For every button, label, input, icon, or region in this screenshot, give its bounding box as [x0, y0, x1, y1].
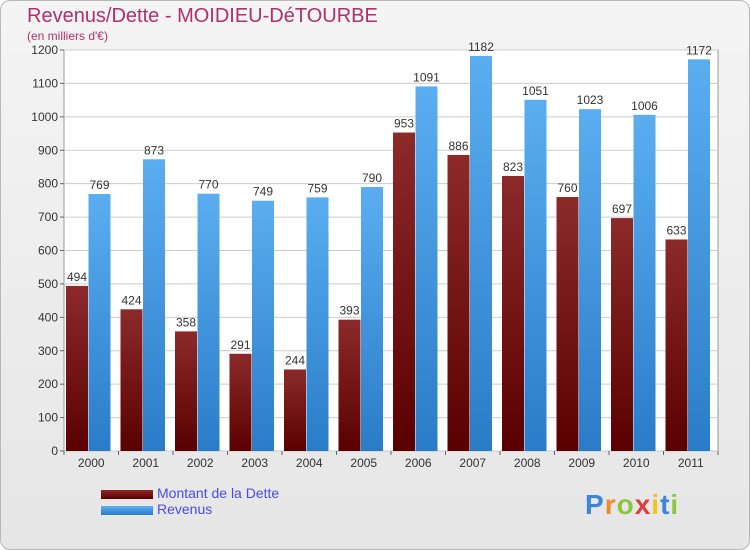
bar-revenus [143, 159, 165, 451]
chart-title: Revenus/Dette - MOIDIEU-DéTOURBE [27, 5, 378, 27]
y-tick-label: 1000 [31, 110, 58, 124]
bar-dette [447, 154, 470, 451]
legend-label-debt: Montant de la Dette [157, 485, 280, 501]
data-label: 358 [176, 315, 196, 329]
logo-letter: i [670, 489, 680, 520]
bar-dette [665, 239, 688, 451]
data-label: 291 [230, 338, 250, 352]
x-tick-label: 2006 [405, 456, 432, 470]
x-tick-label: 2002 [187, 456, 214, 470]
logo-letter: i [651, 489, 661, 520]
data-label: 759 [307, 181, 327, 195]
y-tick-label: 1100 [32, 76, 58, 90]
data-label: 953 [394, 117, 414, 131]
y-tick-label: 600 [38, 244, 58, 258]
x-tick-label: 2003 [241, 456, 268, 470]
logo-letter: r [604, 489, 617, 520]
x-tick-label: 2009 [568, 456, 595, 470]
y-tick-label: 100 [38, 411, 58, 425]
y-tick-label: 500 [38, 277, 58, 291]
bar-dette [611, 218, 633, 451]
bar-dette [175, 331, 197, 451]
logo-letter: x [634, 489, 652, 520]
y-tick-label: 0 [51, 444, 58, 458]
x-tick-label: 2004 [296, 456, 323, 470]
bar-dette [284, 369, 306, 451]
data-label: 1091 [413, 70, 440, 84]
x-tick-label: 2001 [132, 456, 159, 470]
legend-swatch-debt [101, 490, 153, 499]
logo-letter: o [616, 489, 635, 520]
data-label: 1006 [631, 99, 658, 113]
bar-dette [502, 175, 524, 451]
data-label: 393 [339, 304, 359, 318]
data-label: 790 [362, 171, 382, 185]
y-tick-label: 400 [38, 310, 58, 324]
y-tick-label: 700 [38, 210, 58, 224]
data-label: 760 [557, 181, 577, 195]
x-tick-label: 2007 [459, 456, 486, 470]
bar-revenus [579, 109, 601, 452]
bar-revenus [361, 187, 383, 451]
data-label: 494 [67, 270, 87, 284]
x-tick-label: 2000 [78, 456, 105, 470]
data-label: 1051 [522, 84, 549, 98]
proxiti-logo: Proxiti [585, 489, 679, 521]
bar-revenus [197, 193, 220, 452]
gridlines [64, 49, 718, 452]
data-label: 244 [285, 353, 305, 367]
x-tick-label: 2011 [678, 456, 704, 470]
bar-revenus [470, 56, 492, 451]
x-tick-label: 2005 [350, 456, 377, 470]
data-label: 1172 [686, 43, 712, 57]
bar-revenus [252, 200, 274, 451]
bar-revenus [415, 86, 438, 451]
bar-revenus [88, 194, 111, 452]
data-label: 633 [666, 223, 686, 237]
data-label: 1182 [468, 40, 494, 54]
bar-revenus [688, 59, 710, 452]
chart-subtitle: (en milliers d'€) [27, 29, 108, 43]
logo-letter: P [585, 489, 605, 520]
bar-dette [556, 197, 579, 451]
data-label: 769 [89, 178, 109, 192]
x-tick-label: 2008 [514, 456, 541, 470]
y-tick-label: 200 [38, 377, 58, 391]
bar-dette [66, 285, 88, 451]
bar-dette [393, 132, 415, 451]
bars [66, 56, 710, 452]
bar-dette [338, 319, 361, 451]
legend-label-revenus: Revenus [157, 501, 213, 517]
bar-dette [120, 309, 143, 451]
data-label: 697 [612, 202, 632, 216]
y-tick-label: 1200 [31, 43, 58, 57]
data-label: 424 [121, 293, 141, 307]
x-tick-label: 2010 [623, 456, 650, 470]
data-label: 886 [448, 139, 468, 153]
data-label: 873 [144, 143, 164, 157]
y-tick-label: 900 [38, 143, 58, 157]
bar-dette [229, 353, 252, 451]
data-labels: 494 769 424 873 358 770 291 749 244 759 393 790 953 1… [67, 40, 712, 367]
bar-revenus [306, 197, 329, 451]
data-label: 1023 [577, 93, 604, 107]
legend-swatch-revenus [101, 506, 153, 515]
data-label: 770 [198, 178, 218, 192]
y-tick-label: 300 [38, 344, 58, 358]
axes: 0 100 200 300 400 500 600 700 800 900 1000 1100 1200… [31, 43, 719, 470]
data-label: 823 [503, 160, 523, 174]
data-label: 749 [253, 185, 273, 199]
logo-letter: t [660, 489, 671, 520]
bar-revenus [633, 114, 656, 451]
y-tick-label: 800 [38, 177, 58, 191]
bar-revenus [524, 99, 547, 451]
